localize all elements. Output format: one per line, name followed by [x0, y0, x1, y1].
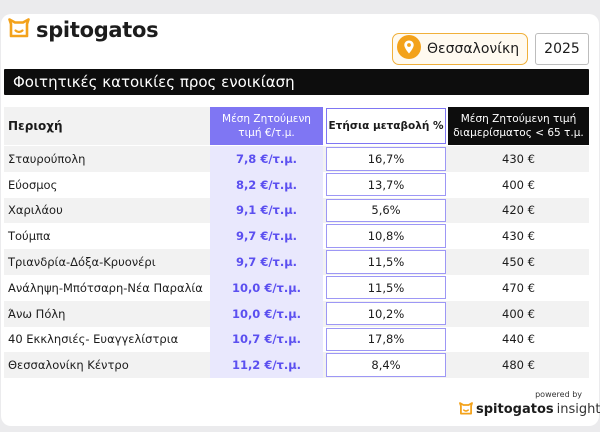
cell-price: 11,2 €/τ.μ. [210, 352, 323, 379]
cell-apartment-price: 420 € [502, 203, 535, 218]
table-row: Ανάληψη-Μπότσαρη-Νέα Παραλία 10,0 €/τ.μ.… [4, 274, 589, 301]
cell-price: 9,7 €/τ.μ. [210, 223, 323, 250]
cell-price: 10,7 €/τ.μ. [210, 326, 323, 353]
location-pin-icon [397, 35, 421, 63]
table-row: Σταυρούπολη 7,8 €/τ.μ. 16,7% 430 € [4, 146, 589, 172]
table-row: 40 Εκκλησιές- Ευαγγελίστρια 10,7 €/τ.μ. … [4, 326, 589, 353]
brand-name: spitogatos [36, 18, 159, 42]
cell-change: 11,5% [326, 275, 446, 300]
table-body: Σταυρούπολη 7,8 €/τ.μ. 16,7% 430 € Εύοσμ… [4, 146, 589, 379]
page-title: Φοιτητικές κατοικίες προς ενοικίαση [13, 73, 295, 91]
footer-brand-logo[interactable]: spitogatos insights [459, 400, 600, 419]
footer-brand-name: spitogatos [476, 402, 554, 417]
cell-area: Άνω Πόλη [8, 306, 66, 321]
table-row: Θεσσαλονίκη Κέντρο 11,2 €/τ.μ. 8,4% 480 … [4, 352, 589, 379]
cell-apartment-price: 430 € [502, 151, 535, 166]
year-selector[interactable]: 2025 [535, 33, 589, 65]
cell-change: 11,5% [326, 250, 446, 274]
header-apt-line2: διαμερίσματος < 65 τ.μ. [453, 127, 584, 139]
cell-apartment-price: 400 € [502, 177, 535, 192]
cell-price: 8,2 €/τ.μ. [210, 171, 323, 198]
cell-apartment-price: 470 € [502, 280, 535, 295]
cell-apartment-price: 450 € [502, 255, 535, 270]
cell-apartment-price: 400 € [502, 306, 535, 321]
cell-area: 40 Εκκλησιές- Ευαγγελίστρια [8, 332, 179, 347]
cat-icon [8, 18, 30, 42]
cell-change: 10,8% [326, 224, 446, 248]
cell-area: Ανάληψη-Μπότσαρη-Νέα Παραλία [8, 280, 203, 295]
header-price-line1: Μέση Ζητούμενη [222, 112, 311, 125]
cell-area: Εύοσμος [8, 177, 58, 192]
table-row: Τούμπα 9,7 €/τ.μ. 10,8% 430 € [4, 223, 589, 250]
header-price-line2: τιμή €/τ.μ. [238, 127, 295, 139]
header-price-per-sqm: Μέση Ζητούμενη τιμή €/τ.μ. [210, 107, 323, 145]
brand-logo[interactable]: spitogatos [8, 18, 159, 42]
cell-area: Τούμπα [8, 229, 51, 244]
table-row: Χαριλάου 9,1 €/τ.μ. 5,6% 420 € [4, 197, 589, 224]
footer-brand-sub: insights [556, 402, 600, 417]
cell-apartment-price: 440 € [502, 332, 535, 347]
cell-change: 16,7% [326, 147, 446, 171]
table-row: Άνω Πόλη 10,0 €/τ.μ. 10,2% 400 € [4, 300, 589, 327]
table-title-bar: Φοιτητικές κατοικίες προς ενοικίαση [4, 69, 589, 95]
cell-change: 10,2% [326, 301, 446, 326]
cell-price: 9,7 €/τ.μ. [210, 249, 323, 275]
cell-apartment-price: 480 € [502, 358, 535, 373]
cell-area: Θεσσαλονίκη Κέντρο [8, 358, 129, 373]
cell-area: Τριανδρία-Δόξα-Κρυονέρι [8, 255, 156, 270]
cell-change: 5,6% [326, 198, 446, 223]
city-selector[interactable]: Θεσσαλονίκη [392, 33, 528, 65]
header-area: Περιοχή [4, 107, 210, 145]
cell-price: 10,0 €/τ.μ. [210, 300, 323, 327]
cell-price: 7,8 €/τ.μ. [210, 146, 323, 172]
header-apartment-price: Μέση Ζητούμενη τιμή διαμερίσματος < 65 τ… [448, 107, 589, 145]
table-row: Εύοσμος 8,2 €/τ.μ. 13,7% 400 € [4, 171, 589, 198]
cell-price: 9,1 €/τ.μ. [210, 197, 323, 224]
city-name: Θεσσαλονίκη [427, 41, 520, 57]
cell-area: Χαριλάου [8, 203, 63, 218]
cat-icon [459, 400, 473, 419]
cell-price: 10,0 €/τ.μ. [210, 274, 323, 301]
table-row: Τριανδρία-Δόξα-Κρυονέρι 9,7 €/τ.μ. 11,5%… [4, 249, 589, 275]
cell-change: 8,4% [326, 353, 446, 377]
cell-apartment-price: 430 € [502, 229, 535, 244]
cell-area: Σταυρούπολη [8, 151, 86, 166]
header-apt-line1: Μέση Ζητούμενη τιμή [460, 112, 577, 125]
cell-change: 17,8% [326, 327, 446, 352]
powered-by-label: powered by [535, 390, 582, 399]
cell-change: 13,7% [326, 172, 446, 197]
header-annual-change: Ετήσια μεταβολή % [326, 108, 446, 144]
